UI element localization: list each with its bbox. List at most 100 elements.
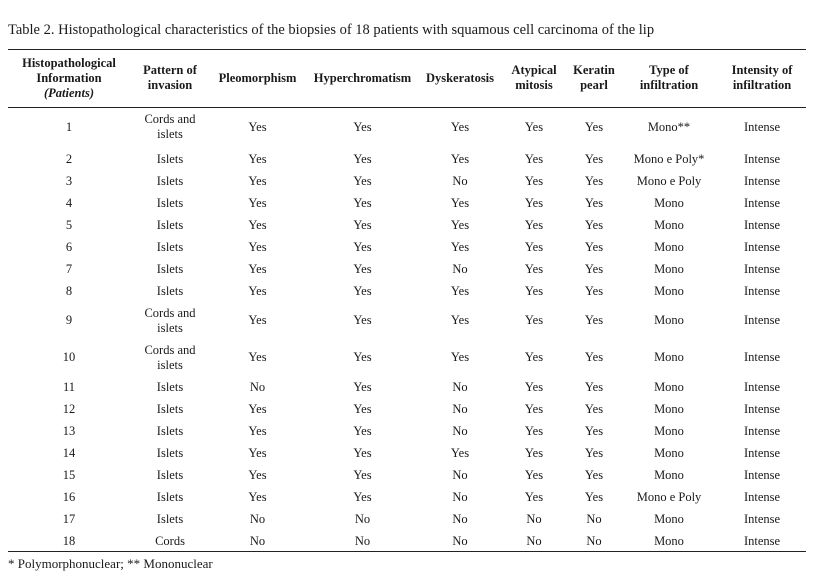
col-header-intensity-line1: Intensity of	[731, 63, 793, 77]
cell-keratin-pearl: Yes	[584, 445, 604, 460]
cell-pleomorphism: Yes	[248, 313, 267, 327]
cell-atypical-mitosis: Yes	[524, 283, 544, 298]
table-row: 2 Islets Yes Yes Yes Yes Yes Mono e Poly* Intens…	[8, 148, 806, 170]
table-row: 17 Islets No No No No No Mono Intense	[8, 508, 806, 530]
cell-patient: 14	[62, 445, 76, 460]
cell-atypical-mitosis: Yes	[524, 489, 544, 504]
table-row: 14 Islets Yes Yes Yes Yes Yes Mono Intense	[8, 442, 806, 464]
cell-type-of-infiltration: Mono	[654, 423, 684, 438]
cell-type-of-infiltration: Mono	[654, 261, 684, 276]
cell-keratin-pearl: Yes	[584, 119, 604, 134]
cell-hyperchromatism: Yes	[353, 401, 372, 416]
cell-pleomorphism: Yes	[248, 401, 267, 416]
cell-keratin-pearl: Yes	[584, 261, 604, 276]
cell-type-of-infiltration: Mono	[654, 445, 684, 460]
table-row: 6 Islets Yes Yes Yes Yes Yes Mono Intense	[8, 236, 806, 258]
col-header-keratin-line2: pearl	[580, 78, 608, 92]
col-header-atypical-line1: Atypical	[511, 63, 557, 77]
cell-keratin-pearl: Yes	[584, 195, 604, 210]
table-row: 11 Islets No Yes No Yes Yes Mono Intense	[8, 376, 806, 398]
cell-intensity-of-infiltration: Intense	[743, 261, 781, 276]
cell-dyskeratosis: No	[452, 489, 468, 504]
cell-type-of-infiltration: Mono	[654, 533, 684, 548]
cell-patient: 3	[65, 173, 73, 188]
cell-patient: 6	[65, 239, 73, 254]
cell-pattern-of-invasion: Cords and islets	[144, 342, 196, 372]
cell-pleomorphism: Yes	[248, 467, 267, 482]
cell-dyskeratosis: Yes	[450, 239, 470, 254]
cell-intensity-of-infiltration: Intense	[743, 173, 781, 188]
cell-intensity-of-infiltration: Intense	[743, 445, 781, 460]
cell-patient: 16	[62, 489, 76, 504]
cell-dyskeratosis: No	[452, 261, 468, 276]
table-row: 18 Cords No No No No No Mono Intense	[8, 530, 806, 552]
cell-intensity-of-infiltration: Intense	[743, 401, 781, 416]
cell-pleomorphism: Yes	[248, 195, 267, 210]
col-header-patient-line1: Histopathological	[22, 55, 116, 70]
cell-patient: 4	[65, 195, 73, 210]
cell-atypical-mitosis: Yes	[524, 350, 544, 364]
cell-dyskeratosis: No	[452, 511, 468, 526]
table-row: 13 Islets Yes Yes No Yes Yes Mono Intense	[8, 420, 806, 442]
cell-atypical-mitosis: Yes	[524, 195, 544, 210]
cell-hyperchromatism: Yes	[353, 489, 372, 504]
cell-atypical-mitosis: Yes	[524, 445, 544, 460]
table-caption: Table 2. Histopathological characteristi…	[8, 22, 655, 38]
cell-atypical-mitosis: Yes	[524, 173, 544, 188]
cell-type-of-infiltration: Mono	[654, 401, 684, 416]
cell-patient: 18	[62, 533, 76, 548]
cell-hyperchromatism: Yes	[353, 119, 372, 134]
col-header-dyskeratosis: Dyskeratosis	[425, 70, 495, 85]
cell-type-of-infiltration: Mono	[654, 467, 684, 482]
cell-pattern-of-invasion: Islets	[156, 261, 184, 276]
cell-type-of-infiltration: Mono	[654, 195, 684, 210]
cell-pleomorphism: Yes	[248, 350, 267, 364]
cell-hyperchromatism: Yes	[353, 173, 372, 188]
cell-hyperchromatism: Yes	[353, 261, 372, 276]
cell-pleomorphism: No	[249, 533, 266, 548]
cell-atypical-mitosis: Yes	[524, 401, 544, 416]
cell-atypical-mitosis: Yes	[524, 467, 544, 482]
cell-hyperchromatism: Yes	[353, 217, 372, 232]
cell-keratin-pearl: Yes	[584, 401, 604, 416]
cell-dyskeratosis: No	[452, 423, 468, 438]
cell-type-of-infiltration: Mono	[654, 379, 684, 394]
cell-intensity-of-infiltration: Intense	[743, 195, 781, 210]
cell-type-of-infiltration: Mono	[654, 239, 684, 254]
cell-pattern-of-invasion: Islets	[156, 173, 184, 188]
cell-keratin-pearl: Yes	[584, 151, 604, 166]
cell-pleomorphism: Yes	[248, 217, 267, 232]
cell-atypical-mitosis: No	[526, 511, 542, 526]
cell-dyskeratosis: Yes	[450, 119, 470, 134]
header-rule	[8, 107, 806, 108]
table-row: 9 Cords and islets Yes Yes Yes Yes Yes Mono Inte…	[8, 302, 806, 339]
cell-pleomorphism: Yes	[248, 283, 267, 298]
cell-atypical-mitosis: No	[526, 533, 542, 548]
cell-hyperchromatism: Yes	[353, 283, 372, 298]
cell-intensity-of-infiltration: Intense	[743, 489, 781, 504]
table-row: 15 Islets Yes Yes No Yes Yes Mono Intense	[8, 464, 806, 486]
col-header-keratin-line1: Keratin	[573, 63, 615, 77]
cell-keratin-pearl: Yes	[584, 283, 604, 298]
cell-hyperchromatism: No	[354, 533, 371, 548]
cell-pattern-of-invasion: Islets	[156, 511, 184, 526]
col-header-patient: Histopathological Information (Patients)	[8, 50, 130, 106]
cell-patient: 7	[65, 261, 73, 276]
cell-dyskeratosis: No	[452, 533, 468, 548]
cell-patient: 5	[65, 217, 73, 232]
cell-atypical-mitosis: Yes	[524, 261, 544, 276]
col-header-atypical-mitosis: Atypical mitosis	[500, 50, 568, 106]
bottom-rule	[8, 551, 806, 552]
cell-pattern-of-invasion: Islets	[156, 151, 184, 166]
cell-atypical-mitosis: Yes	[524, 151, 544, 166]
cell-patient: 17	[62, 511, 76, 526]
table-footnote: * Polymorphonuclear; ** Mononuclear	[8, 556, 213, 571]
cell-keratin-pearl: Yes	[584, 350, 604, 364]
col-header-patient-line3: (Patients)	[44, 85, 94, 100]
cell-keratin-pearl: Yes	[584, 423, 604, 438]
cell-hyperchromatism: Yes	[353, 379, 372, 394]
cell-atypical-mitosis: Yes	[524, 423, 544, 438]
cell-pattern-of-invasion: Islets	[156, 379, 184, 394]
cell-hyperchromatism: Yes	[353, 239, 372, 254]
cell-pattern-of-invasion: Islets	[156, 423, 184, 438]
